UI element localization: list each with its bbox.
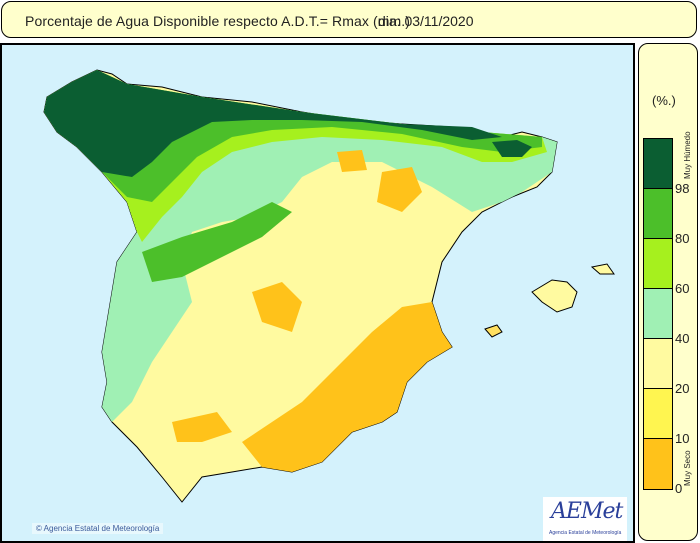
zone-central-system bbox=[142, 202, 292, 282]
zone-0-10-central bbox=[252, 282, 302, 332]
legend-tick-40: 40 bbox=[675, 331, 690, 346]
copyright-notice: © Agencia Estatal de Meteorología bbox=[32, 523, 164, 534]
legend-tick-80: 80 bbox=[675, 231, 690, 246]
legend-tick-10: 10 bbox=[675, 431, 690, 446]
legend-swatch-80-98 bbox=[644, 189, 672, 239]
legend-tick-20: 20 bbox=[675, 381, 690, 396]
aemet-logo: AEMet Agencia Estatal de Meteorología bbox=[543, 497, 627, 541]
title-bar: Porcentaje de Agua Disponible respecto A… bbox=[1, 1, 697, 38]
map-title: Porcentaje de Agua Disponible respecto A… bbox=[25, 13, 411, 29]
legend-swatch-over-98 bbox=[644, 139, 672, 189]
legend-panel: (%.) 98 80 60 40 20 10 0 Muy Húmedo Muy … bbox=[638, 43, 698, 541]
legend-swatch-20-40 bbox=[644, 339, 672, 389]
ibiza bbox=[484, 324, 503, 338]
zone-0-10-south bbox=[172, 412, 232, 442]
aemet-logo-text: AEMet bbox=[551, 499, 623, 524]
zone-over-98 bbox=[44, 70, 502, 177]
date-label: dia: 03/11/2020 bbox=[378, 13, 474, 29]
legend-unit: (%.) bbox=[652, 93, 676, 108]
legend-muy-humedo: Muy Húmedo bbox=[683, 131, 692, 179]
legend-swatch-60-80 bbox=[644, 239, 672, 289]
legend-muy-seco: Muy Seco bbox=[683, 450, 692, 486]
legend-tick-98: 98 bbox=[675, 181, 690, 196]
map-panel: © Agencia Estatal de Meteorología AEMet … bbox=[0, 43, 635, 543]
zone-0-10-ebro bbox=[337, 150, 367, 172]
spain-soil-water-map bbox=[43, 69, 615, 503]
legend-tick-0: 0 bbox=[675, 481, 683, 496]
legend-swatch-40-60 bbox=[644, 289, 672, 339]
legend-swatch-10-20 bbox=[644, 389, 672, 439]
zone-0-10-east bbox=[242, 302, 452, 472]
zone-over-98-pyrenees-east bbox=[492, 140, 532, 157]
mallorca bbox=[531, 279, 578, 313]
aemet-logo-subtitle: Agencia Estatal de Meteorología bbox=[549, 530, 622, 536]
zone-0-10-aragon bbox=[377, 167, 422, 212]
menorca bbox=[590, 263, 615, 275]
legend-color-bar bbox=[643, 138, 673, 490]
legend-swatch-0-10 bbox=[644, 439, 672, 489]
legend-tick-60: 60 bbox=[675, 281, 690, 296]
